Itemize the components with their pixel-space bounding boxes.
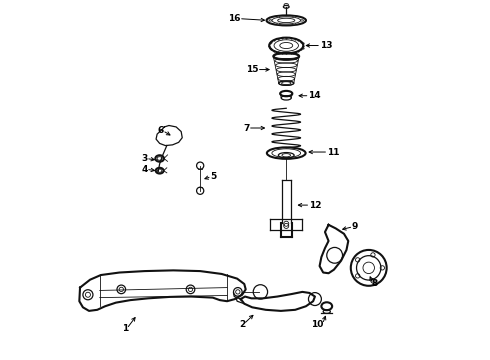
Text: 10: 10 xyxy=(312,320,324,329)
Text: 12: 12 xyxy=(309,201,321,210)
Ellipse shape xyxy=(277,23,280,24)
Text: 16: 16 xyxy=(228,14,240,23)
Text: 3: 3 xyxy=(141,154,147,163)
Text: 5: 5 xyxy=(210,172,217,181)
Text: 9: 9 xyxy=(352,222,358,231)
Ellipse shape xyxy=(277,16,280,18)
Text: 7: 7 xyxy=(243,123,249,132)
Text: 4: 4 xyxy=(141,165,147,174)
Text: 13: 13 xyxy=(319,41,332,50)
Text: 14: 14 xyxy=(308,91,321,100)
Text: 11: 11 xyxy=(327,148,339,157)
Ellipse shape xyxy=(300,20,303,21)
Text: 15: 15 xyxy=(246,65,258,74)
Ellipse shape xyxy=(269,20,272,21)
Text: 8: 8 xyxy=(371,279,378,288)
Text: 1: 1 xyxy=(122,324,128,333)
Text: 6: 6 xyxy=(158,126,164,135)
Ellipse shape xyxy=(293,23,295,24)
Text: 2: 2 xyxy=(239,320,245,329)
Ellipse shape xyxy=(293,16,295,18)
